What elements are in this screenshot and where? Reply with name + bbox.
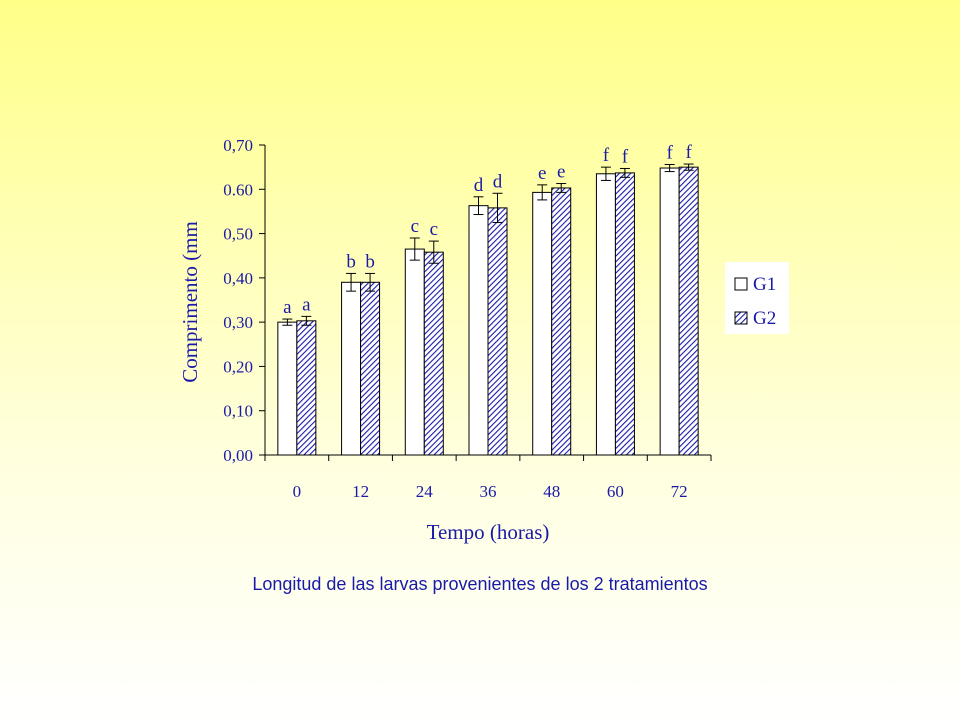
legend-label-g1: G1 <box>753 274 776 295</box>
bar-g2-72 <box>678 166 699 456</box>
significance-label: a <box>283 297 292 318</box>
significance-label: b <box>346 251 356 272</box>
y-tick-label: 0,50 <box>223 225 253 244</box>
bar-g1-72 <box>659 167 680 456</box>
y-tick-label: 0,20 <box>223 357 253 376</box>
bar-g2-48 <box>551 187 572 456</box>
significance-label: e <box>538 163 546 184</box>
bar-g1-48 <box>532 191 553 456</box>
bar-g2-12 <box>360 281 381 456</box>
bar-g1-60 <box>595 173 616 456</box>
x-axis-title: Tempo (horas) <box>427 520 550 544</box>
bar-g1-36 <box>468 205 489 456</box>
significance-label: e <box>557 162 565 183</box>
x-tick-label: 36 <box>480 482 497 501</box>
legend-swatch-g1 <box>734 277 748 291</box>
x-tick-label: 60 <box>607 482 624 501</box>
y-tick-label: 0,70 <box>223 136 253 155</box>
x-tick-label: 0 <box>293 482 302 501</box>
significance-label: f <box>603 145 610 166</box>
bar-g2-36 <box>487 207 508 456</box>
significance-label: f <box>666 142 673 163</box>
x-tick-label: 12 <box>352 482 369 501</box>
significance-label: d <box>474 175 484 196</box>
bar-g1-12 <box>341 281 362 456</box>
bar-g2-0 <box>296 320 317 456</box>
significance-label: c <box>430 219 438 240</box>
bar-g1-0 <box>277 321 298 456</box>
significance-label: a <box>302 294 311 315</box>
legend-swatch-g2 <box>734 311 748 325</box>
y-tick-label: 0,10 <box>223 402 253 421</box>
significance-label: f <box>685 142 692 163</box>
x-tick-label: 24 <box>416 482 434 501</box>
y-tick-label: 0,30 <box>223 313 253 332</box>
significance-label: c <box>411 216 419 237</box>
significance-label: d <box>493 171 503 192</box>
y-tick-label: 0,40 <box>223 269 253 288</box>
chart-caption: Longitud de las larvas provenientes de l… <box>252 574 708 594</box>
bar-g1-24 <box>404 248 425 456</box>
significance-label: f <box>622 146 629 167</box>
x-tick-label: 48 <box>543 482 560 501</box>
x-tick-label: 72 <box>671 482 688 501</box>
bar-g2-24 <box>423 251 444 456</box>
y-axis-title: Comprimento (mm <box>178 221 202 383</box>
bar-g2-60 <box>614 172 635 456</box>
significance-label: b <box>365 251 375 272</box>
y-tick-label: 0,00 <box>223 446 253 465</box>
y-tick-label: 0.60 <box>223 180 253 199</box>
legend-label-g2: G2 <box>753 308 776 329</box>
